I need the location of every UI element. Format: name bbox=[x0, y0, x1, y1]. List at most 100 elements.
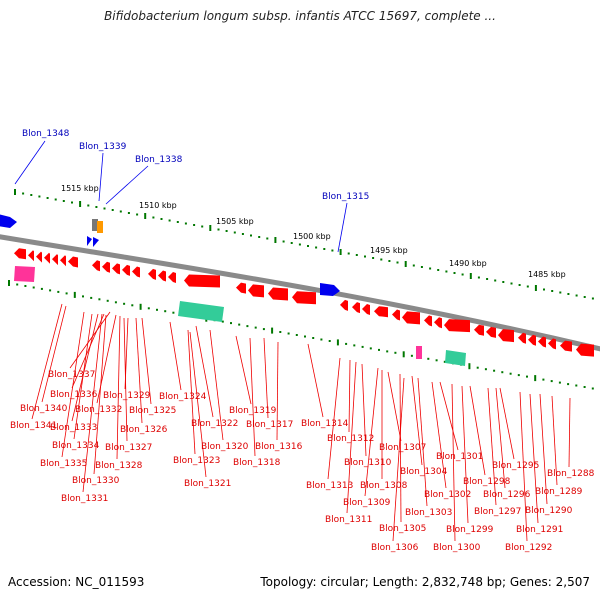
reverse-gene[interactable] bbox=[28, 250, 34, 262]
gene-label[interactable]: Blon_1299 bbox=[446, 525, 494, 535]
gene-label[interactable]: Blon_1298 bbox=[463, 477, 511, 487]
misc-feature[interactable] bbox=[97, 221, 103, 233]
reverse-gene[interactable] bbox=[498, 329, 514, 343]
reverse-gene[interactable] bbox=[68, 256, 78, 268]
gene-label[interactable]: Blon_1297 bbox=[474, 507, 521, 517]
gene-label[interactable]: Blon_1340 bbox=[20, 404, 68, 414]
gene-label[interactable]: Blon_1295 bbox=[492, 461, 539, 471]
reverse-gene[interactable] bbox=[362, 304, 370, 315]
gene-label[interactable]: Blon_1329 bbox=[103, 391, 151, 401]
gene-label[interactable]: Blon_1337 bbox=[48, 370, 95, 380]
gene-label[interactable]: Blon_1292 bbox=[505, 543, 552, 553]
rrna-feature[interactable] bbox=[178, 301, 224, 322]
gene-label[interactable]: Blon_1336 bbox=[50, 390, 98, 400]
reverse-gene[interactable] bbox=[576, 343, 594, 357]
reverse-gene[interactable] bbox=[102, 261, 110, 273]
reverse-gene[interactable] bbox=[92, 260, 100, 272]
reverse-gene[interactable] bbox=[236, 282, 246, 294]
gene-label[interactable]: Blon_1321 bbox=[184, 479, 231, 489]
gene-label[interactable]: Blon_1317 bbox=[246, 420, 293, 430]
gene-label[interactable]: Blon_1323 bbox=[173, 456, 220, 466]
gene-label[interactable]: Blon_1333 bbox=[50, 423, 97, 433]
gene-label[interactable]: Blon_1303 bbox=[405, 508, 452, 518]
gene-label[interactable]: Blon_1306 bbox=[371, 543, 419, 553]
gene-label[interactable]: Blon_1332 bbox=[75, 405, 122, 415]
reverse-gene[interactable] bbox=[60, 255, 66, 267]
gene-label[interactable]: Blon_1318 bbox=[233, 458, 281, 468]
gene-label[interactable]: Blon_1288 bbox=[547, 469, 595, 479]
reverse-gene[interactable] bbox=[560, 340, 572, 352]
gene-label[interactable]: Blon_1324 bbox=[159, 392, 207, 402]
reverse-gene[interactable] bbox=[184, 274, 220, 288]
gene-label[interactable]: Blon_1325 bbox=[129, 406, 176, 416]
gene-label[interactable]: Blon_1316 bbox=[255, 442, 303, 452]
reverse-gene[interactable] bbox=[292, 291, 316, 305]
gene-label[interactable]: Blon_1308 bbox=[360, 481, 408, 491]
reverse-gene[interactable] bbox=[538, 336, 546, 348]
gene-label[interactable]: Blon_1326 bbox=[120, 425, 168, 435]
reverse-gene[interactable] bbox=[44, 252, 50, 264]
forward-gene[interactable] bbox=[93, 237, 99, 247]
forward-gene[interactable] bbox=[320, 283, 340, 296]
gene-label[interactable]: Blon_1327 bbox=[105, 443, 152, 453]
trna-feature[interactable] bbox=[416, 346, 422, 359]
reverse-gene[interactable] bbox=[528, 334, 536, 346]
gene-label[interactable]: Blon_1335 bbox=[40, 459, 87, 469]
gene-label[interactable]: Blon_1307 bbox=[379, 443, 426, 453]
gene-label[interactable]: Blon_1319 bbox=[229, 406, 277, 416]
gene-label[interactable]: Blon_1331 bbox=[61, 494, 108, 504]
reverse-gene[interactable] bbox=[112, 263, 120, 275]
gene-label[interactable]: Blon_1338 bbox=[135, 155, 183, 165]
gene-label[interactable]: Blon_1315 bbox=[322, 192, 369, 202]
reverse-gene[interactable] bbox=[444, 319, 470, 333]
gene-label[interactable]: Blon_1290 bbox=[525, 506, 573, 516]
gene-label[interactable]: Blon_1320 bbox=[201, 442, 249, 452]
reverse-gene[interactable] bbox=[352, 302, 360, 314]
gene-label[interactable]: Blon_1305 bbox=[379, 524, 426, 534]
reverse-gene[interactable] bbox=[486, 326, 496, 338]
gene-label[interactable]: Blon_1314 bbox=[301, 419, 349, 429]
reverse-gene[interactable] bbox=[374, 306, 388, 318]
reverse-gene[interactable] bbox=[474, 324, 484, 336]
reverse-gene[interactable] bbox=[122, 264, 130, 276]
reverse-gene[interactable] bbox=[402, 311, 420, 325]
gene-label[interactable]: Blon_1304 bbox=[400, 467, 448, 477]
gene-label[interactable]: Blon_1339 bbox=[79, 142, 127, 152]
gene-label[interactable]: Blon_1322 bbox=[191, 419, 238, 429]
forward-gene[interactable] bbox=[0, 214, 17, 228]
gene-label[interactable]: Blon_1302 bbox=[424, 490, 471, 500]
gene-label[interactable]: Blon_1309 bbox=[343, 498, 391, 508]
reverse-gene[interactable] bbox=[424, 315, 432, 327]
gene-label[interactable]: Blon_1348 bbox=[22, 129, 70, 139]
gene-label[interactable]: Blon_1328 bbox=[95, 461, 143, 471]
reverse-gene[interactable] bbox=[518, 332, 526, 344]
gene-label[interactable]: Blon_1310 bbox=[344, 458, 392, 468]
gene-label[interactable]: Blon_1300 bbox=[433, 543, 481, 553]
gene-label[interactable]: Blon_1291 bbox=[516, 525, 563, 535]
gene-label[interactable]: Blon_1312 bbox=[327, 434, 374, 444]
reverse-gene[interactable] bbox=[148, 268, 156, 280]
misc-feature[interactable] bbox=[92, 219, 98, 231]
reverse-gene[interactable] bbox=[392, 309, 400, 321]
gene-label[interactable]: Blon_1330 bbox=[72, 476, 120, 486]
gene-label[interactable]: Blon_1341 bbox=[10, 421, 57, 431]
reverse-gene[interactable] bbox=[158, 270, 166, 282]
reverse-gene[interactable] bbox=[36, 251, 42, 263]
reverse-gene[interactable] bbox=[52, 254, 58, 266]
forward-gene[interactable] bbox=[87, 236, 92, 246]
gene-label[interactable]: Blon_1311 bbox=[325, 515, 372, 525]
reverse-gene[interactable] bbox=[14, 248, 26, 260]
reverse-gene[interactable] bbox=[434, 317, 442, 329]
gene-label[interactable]: Blon_1296 bbox=[483, 490, 531, 500]
reverse-gene[interactable] bbox=[548, 338, 556, 350]
reverse-gene[interactable] bbox=[340, 299, 348, 311]
gene-label[interactable]: Blon_1334 bbox=[52, 441, 100, 451]
gene-label[interactable]: Blon_1313 bbox=[306, 481, 353, 491]
reverse-gene[interactable] bbox=[168, 272, 176, 283]
gene-label[interactable]: Blon_1289 bbox=[535, 487, 583, 497]
gene-label[interactable]: Blon_1301 bbox=[436, 452, 483, 462]
trna-feature[interactable] bbox=[14, 266, 35, 282]
reverse-gene[interactable] bbox=[268, 287, 288, 301]
rrna-feature[interactable] bbox=[445, 350, 466, 366]
reverse-gene[interactable] bbox=[132, 266, 140, 278]
